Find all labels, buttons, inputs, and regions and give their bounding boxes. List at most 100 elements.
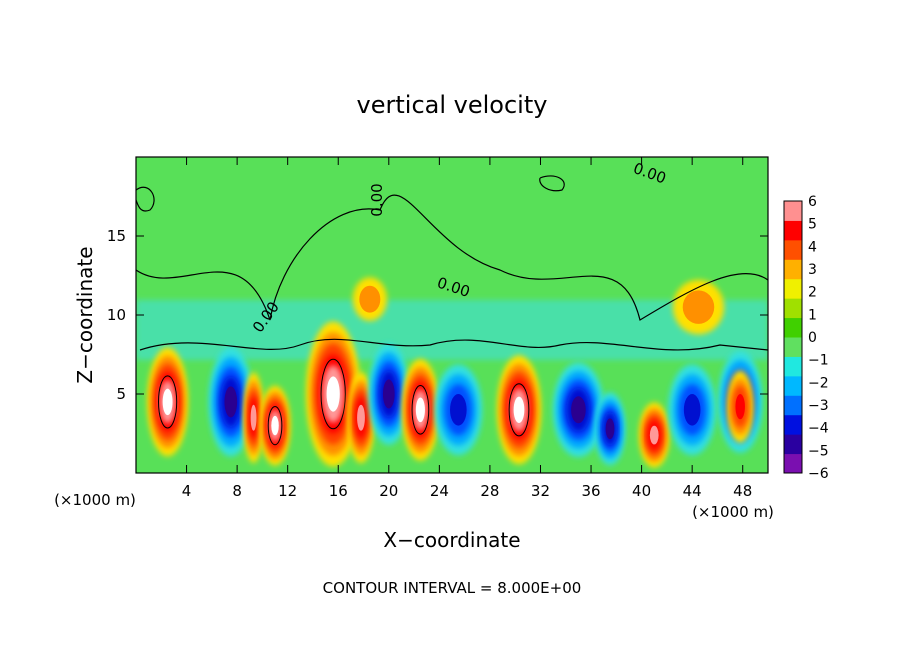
feature-downdraft-10	[552, 362, 604, 458]
feature-core-contour	[157, 375, 178, 429]
colorbar-swatch	[784, 337, 802, 357]
colorbar-tick-label: 5	[808, 217, 817, 233]
x-tick-label: 4	[182, 482, 192, 500]
colorbar-tick-label: 4	[808, 239, 817, 255]
feature-downdraft-13	[668, 364, 717, 456]
x-tick-label: 32	[531, 482, 550, 500]
colorbar-swatch	[784, 317, 802, 338]
contour-label: 0.00	[368, 183, 386, 216]
x-unit-label-right: (×1000 m)	[692, 503, 774, 521]
colorbar-tick-label: −3	[808, 398, 829, 414]
colorbar-swatch	[784, 298, 802, 319]
feature-updraft-0	[147, 347, 189, 457]
feature-core-contour	[411, 384, 430, 435]
feature-updraft-17	[352, 277, 387, 322]
chart-title: vertical velocity	[357, 91, 548, 119]
y-tick-label: 5	[116, 385, 126, 403]
zero-contour-lower	[139, 338, 768, 351]
feature-downdraft-1	[208, 347, 253, 457]
feature-updraft-9	[496, 355, 542, 465]
feature-level	[571, 396, 586, 424]
feature-level	[735, 394, 745, 420]
colorbar-swatch	[784, 453, 802, 474]
colorbar-swatch	[784, 201, 802, 221]
feature-level	[271, 415, 279, 436]
colorbar: 6 5 4 3 2 1 0 −1 −2 −3 −4 −5 −6	[783, 194, 829, 482]
colorbar-tick-label: 1	[808, 307, 817, 323]
x-tick-label: 16	[329, 482, 348, 500]
x-tick-label: 40	[632, 482, 651, 500]
x-axis: 4 8 12 16 20 24 28 32 36 40 44 48	[182, 157, 752, 500]
plot-area: 0.000.000.000.00	[136, 157, 768, 473]
feature-level	[359, 285, 381, 313]
feature-level	[649, 425, 659, 445]
velocity-features	[147, 277, 763, 468]
feature-updraft-7	[401, 358, 440, 461]
feature-level	[513, 396, 525, 424]
colorbar-tick-label: −1	[808, 353, 829, 369]
colorbar-tick-label: −5	[808, 443, 829, 459]
x-tick-label: 28	[480, 482, 499, 500]
feature-downdraft-6	[368, 343, 410, 445]
colorbar-swatch	[784, 278, 802, 299]
feature-core-contour	[320, 358, 346, 430]
feature-level	[250, 404, 257, 431]
colorbar-frame	[783, 200, 803, 474]
zero-contours	[136, 175, 768, 351]
x-axis-label: X−coordinate	[383, 528, 520, 552]
x-tick-label: 44	[683, 482, 702, 500]
colorbar-tick-label: 0	[808, 330, 817, 346]
zero-contour-top-mid	[539, 175, 565, 192]
contour-interval-footer: CONTOUR INTERVAL = 8.000E+00	[323, 579, 582, 597]
feature-core-contour	[267, 405, 283, 446]
x-tick-label: 36	[581, 482, 600, 500]
zero-contour-upper	[136, 194, 768, 321]
x-tick-label: 8	[232, 482, 242, 500]
feature-core-contour	[508, 383, 530, 437]
x-tick-label: 24	[430, 482, 449, 500]
colorbar-swatch	[784, 356, 802, 377]
y-tick-label: 10	[107, 306, 126, 324]
colorbar-swatch	[784, 239, 802, 260]
feature-level	[682, 290, 715, 324]
x-tick-label: 48	[733, 482, 752, 500]
feature-level	[450, 394, 467, 426]
feature-updraft-2	[243, 372, 264, 464]
feature-updraft-3	[259, 385, 291, 466]
colorbar-tick-label: −2	[808, 375, 829, 391]
zero-contour-top-left	[136, 186, 155, 212]
mid-level-turquoise-band	[136, 300, 768, 360]
colorbar-tick-label: 6	[808, 194, 817, 210]
feature-updraft-5	[347, 372, 375, 464]
feature-level	[224, 386, 238, 418]
x-tick-label: 20	[379, 482, 398, 500]
feature-downdraft-11	[594, 392, 626, 466]
colorbar-swatch	[784, 259, 802, 280]
y-axis-label: Z−coordinate	[73, 246, 97, 383]
feature-level	[382, 379, 395, 409]
feature-updraft-15	[726, 370, 754, 443]
x-unit-label-left: (×1000 m)	[54, 491, 136, 509]
feature-level	[326, 376, 340, 412]
feature-updraft-12	[638, 402, 670, 468]
colorbar-swatch	[784, 434, 802, 455]
x-tick-label: 12	[278, 482, 297, 500]
feature-level	[605, 418, 615, 440]
colorbar-swatch	[784, 395, 802, 416]
y-axis: 5 10 15	[107, 227, 768, 403]
feature-level	[415, 397, 425, 423]
feature-updraft-4	[305, 321, 361, 467]
feature-level	[162, 388, 173, 416]
colorbar-tick-label: −6	[808, 466, 829, 482]
feature-level	[683, 394, 701, 426]
y-tick-label: 15	[107, 227, 126, 245]
colorbar-swatch	[784, 375, 802, 396]
colorbar-swatch	[784, 220, 802, 241]
feature-downdraft-8	[434, 364, 483, 456]
colorbar-tick-label: 2	[808, 285, 817, 301]
colorbar-tick-label: −4	[808, 421, 829, 437]
feature-level	[357, 404, 365, 431]
colorbar-swatch	[784, 414, 802, 435]
colorbar-tick-label: 3	[808, 262, 817, 278]
